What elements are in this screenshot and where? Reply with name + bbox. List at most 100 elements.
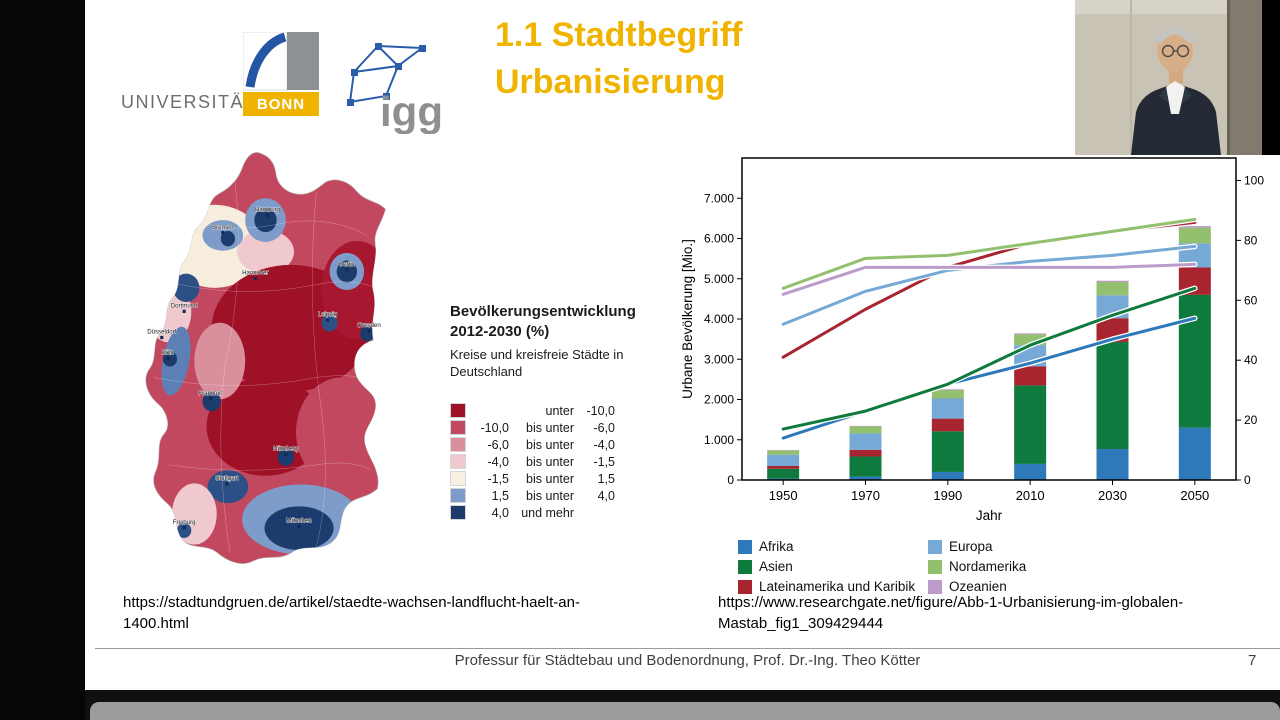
map-legend: Bevölkerungsentwicklung 2012-2030 (%) Kr… — [450, 302, 655, 521]
letterbox-left — [0, 0, 85, 720]
svg-text:6.000: 6.000 — [704, 232, 734, 246]
university-name: UNIVERSITÄT — [121, 92, 257, 112]
svg-text:20: 20 — [1244, 413, 1258, 427]
svg-text:2030: 2030 — [1098, 488, 1127, 503]
map-legend-row: -1,5 bis unter 1,5 — [450, 470, 655, 487]
map-legend-row: -4,0 bis unter -1,5 — [450, 453, 655, 470]
svg-text:0: 0 — [1244, 473, 1251, 487]
chart-legend-swatch — [738, 539, 752, 554]
legend-swatch — [450, 454, 466, 469]
chart-lines — [780, 216, 1198, 441]
svg-text:Bremen: Bremen — [212, 224, 234, 231]
webcam-edge — [1262, 0, 1280, 155]
svg-text:2010: 2010 — [1016, 488, 1045, 503]
svg-text:Nürnberg: Nürnberg — [273, 445, 299, 452]
chart-legend-column: Afrika Asien Lateinamerika und Karibik — [738, 539, 928, 599]
map-legend-rows: unter -10,0 -10,0 bis unter -6,0 -6,0 bis unte… — [450, 402, 655, 521]
svg-text:2.000: 2.000 — [704, 393, 734, 407]
svg-text:1950: 1950 — [769, 488, 798, 503]
district-borders — [153, 180, 380, 553]
map-regions — [146, 180, 386, 555]
svg-text:Hannover: Hannover — [242, 270, 268, 277]
germany-map: Hamburg Bremen Hannover Berlin Leipzig Dresde… — [145, 152, 386, 564]
svg-text:Düsseldorf: Düsseldorf — [147, 329, 176, 336]
presenter-person — [1131, 27, 1221, 155]
svg-text:1.000: 1.000 — [704, 433, 734, 447]
page-number: 7 — [1248, 652, 1257, 669]
svg-text:3.000: 3.000 — [704, 352, 734, 366]
chart-legend-item: Asien — [738, 559, 928, 574]
footer-divider — [95, 648, 1280, 649]
university-city: BONN — [257, 96, 305, 113]
svg-text:100: 100 — [1244, 173, 1264, 187]
map-legend-row: -6,0 bis unter -4,0 — [450, 436, 655, 453]
svg-text:1970: 1970 — [851, 488, 880, 503]
chart-legend-item: Lateinamerika und Karibik — [738, 579, 928, 594]
legend-swatch — [450, 437, 466, 452]
svg-text:40: 40 — [1244, 353, 1258, 367]
source-url-left: https://stadtundgruen.de/artikel/staedte… — [123, 594, 580, 632]
chart-xlabel: Jahr — [976, 508, 1003, 523]
svg-text:Leipzig: Leipzig — [318, 311, 338, 318]
chart-left-axis: 0 1.000 2.000 3.000 4.000 5.000 6.000 7.000 — [704, 191, 742, 487]
title-line-2: Urbanisierung — [495, 63, 726, 101]
title-line-1: 1.1 Stadtbegriff — [495, 16, 743, 54]
urbanization-chart: 0 1.000 2.000 3.000 4.000 5.000 6.000 7.000 0 20 4… — [676, 150, 1280, 599]
chart-legend-column: Europa Nordamerika Ozeanien — [928, 539, 1118, 599]
svg-text:Dortmund: Dortmund — [171, 302, 198, 309]
svg-text:Dresden: Dresden — [358, 322, 382, 329]
svg-text:Köln: Köln — [162, 349, 175, 356]
map-legend-subtitle: Kreise und kreisfreie Städte in Deutschl… — [450, 347, 624, 379]
svg-text:Frankfurt: Frankfurt — [198, 390, 223, 397]
chart-legend-item: Europa — [928, 539, 1118, 554]
svg-text:7.000: 7.000 — [704, 191, 734, 205]
svg-text:Stuttgart: Stuttgart — [215, 475, 238, 482]
svg-text:2050: 2050 — [1180, 488, 1209, 503]
legend-swatch — [450, 505, 466, 520]
source-url-right: https://www.researchgate.net/figure/Abb-… — [718, 594, 1184, 632]
svg-text:1990: 1990 — [933, 488, 962, 503]
chart-legend-item: Ozeanien — [928, 579, 1118, 594]
svg-text:0: 0 — [727, 473, 734, 487]
map-legend-row: -10,0 bis unter -6,0 — [450, 419, 655, 436]
footer-credit: Professur für Städtebau und Bodenordnung… — [454, 652, 921, 669]
presenter-figure — [1075, 0, 1262, 155]
svg-text:60: 60 — [1244, 293, 1258, 307]
chart-canvas: 0 1.000 2.000 3.000 4.000 5.000 6.000 7.000 0 20 4… — [680, 157, 1264, 523]
chart-x-axis: 1950 1970 1990 2010 2030 2050 — [769, 480, 1209, 503]
igg-label: igg — [380, 88, 443, 134]
emblem-gray-panel — [287, 32, 319, 90]
map-legend-row: 1,5 bis unter 4,0 — [450, 487, 655, 504]
chart-legend-swatch — [738, 559, 752, 574]
presenter-webcam — [1075, 0, 1262, 155]
legend-swatch — [450, 420, 466, 435]
emblem-gold-bar — [243, 92, 319, 116]
map-city-labels: Hamburg Bremen Hannover Berlin Leipzig Dresde… — [147, 206, 382, 530]
chart-legend-swatch — [738, 579, 752, 594]
chart-legend-swatch — [928, 559, 942, 574]
chart-legend-swatch — [928, 539, 942, 554]
svg-text:4.000: 4.000 — [704, 312, 734, 326]
svg-text:München: München — [287, 518, 313, 525]
chart-right-axis: 0 20 40 60 80 100 — [1236, 173, 1264, 487]
chart-ylabel: Urbane Bevölkerung [Mio.] — [680, 239, 695, 399]
chart-legend-swatch — [928, 579, 942, 594]
svg-text:Hamburg: Hamburg — [255, 206, 281, 213]
chart-legend-item: Nordamerika — [928, 559, 1118, 574]
chart-legend-item: Afrika — [738, 539, 928, 554]
svg-text:5.000: 5.000 — [704, 272, 734, 286]
slide-title: 1.1 Stadtbegriff Urbanisierung — [495, 12, 742, 106]
svg-text:Berlin: Berlin — [339, 261, 355, 268]
map-legend-row: unter -10,0 — [450, 402, 655, 419]
legend-swatch — [450, 471, 466, 486]
svg-text:Freiburg: Freiburg — [173, 519, 196, 526]
chart-legend: Afrika Asien Lateinamerika und Karibik Euro… — [738, 539, 1280, 599]
svg-text:80: 80 — [1244, 233, 1258, 247]
player-strip[interactable] — [90, 702, 1280, 720]
emblem-blue-curve — [245, 32, 287, 88]
igg-network-icon — [349, 45, 423, 103]
map-legend-title: Bevölkerungsentwicklung 2012-2030 (%) — [450, 303, 636, 340]
map-legend-row: 4,0 und mehr — [450, 504, 655, 521]
legend-swatch — [450, 488, 466, 503]
